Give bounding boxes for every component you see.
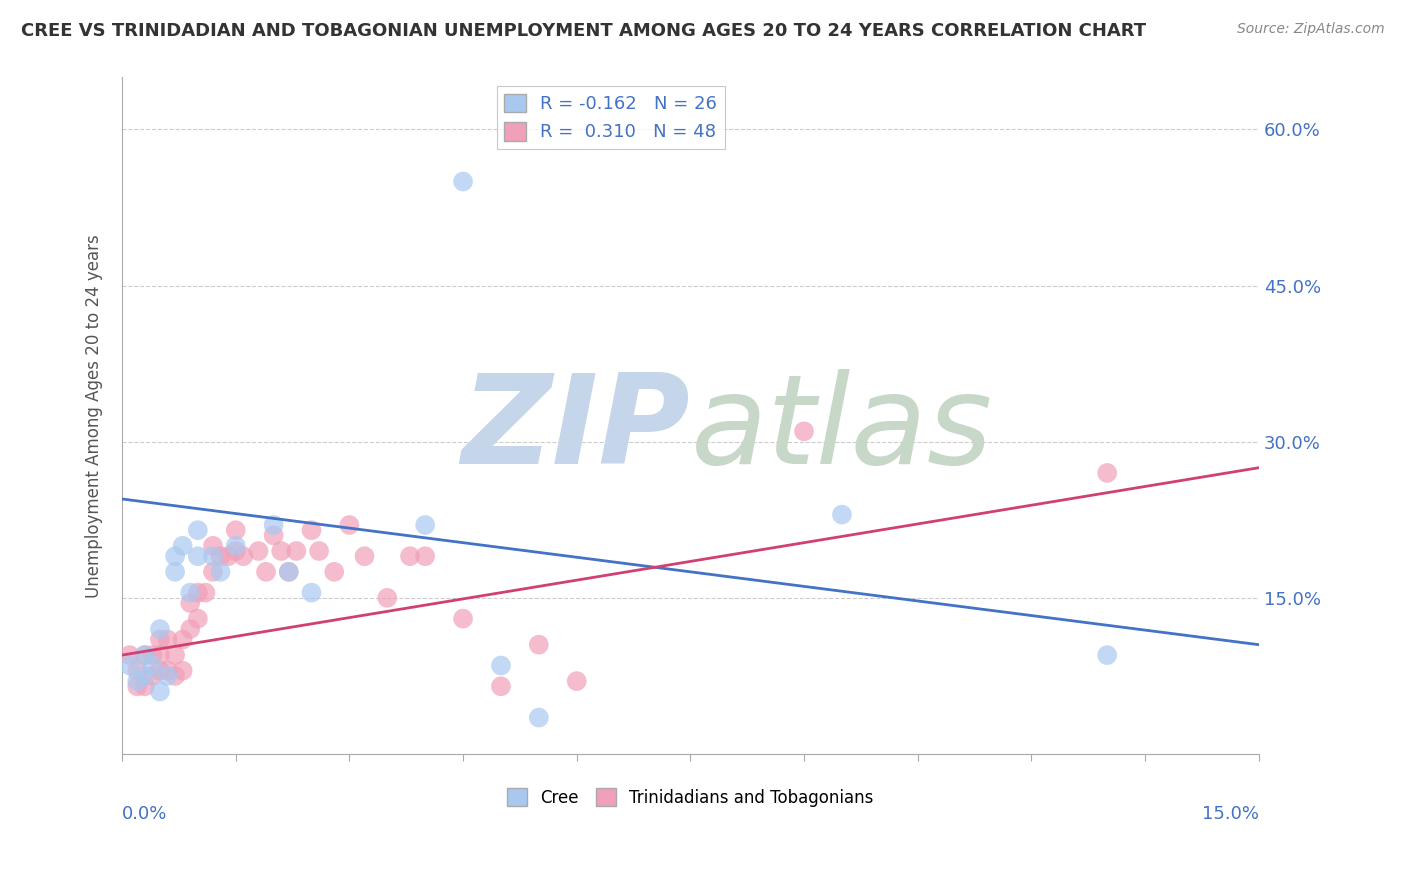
Point <box>225 539 247 553</box>
Point <box>156 669 179 683</box>
Point <box>301 585 323 599</box>
Point <box>337 518 360 533</box>
Point <box>201 539 224 553</box>
Point <box>413 518 436 533</box>
Point <box>118 648 141 662</box>
Point <box>149 648 172 662</box>
Point <box>209 565 232 579</box>
Point <box>793 425 815 439</box>
Point <box>187 549 209 564</box>
Point <box>127 674 149 689</box>
Point <box>413 549 436 564</box>
Point <box>187 612 209 626</box>
Point <box>451 174 474 188</box>
Point <box>156 664 179 678</box>
Point <box>232 549 254 564</box>
Point <box>527 638 550 652</box>
Point <box>489 658 512 673</box>
Point <box>225 523 247 537</box>
Legend: Cree, Trinidadians and Tobagonians: Cree, Trinidadians and Tobagonians <box>501 781 880 814</box>
Point <box>270 544 292 558</box>
Point <box>527 710 550 724</box>
Point <box>451 612 474 626</box>
Point <box>179 622 201 636</box>
Point <box>165 565 187 579</box>
Point <box>831 508 853 522</box>
Point <box>217 549 239 564</box>
Text: 15.0%: 15.0% <box>1202 805 1258 822</box>
Point <box>323 565 346 579</box>
Point <box>165 669 187 683</box>
Point <box>277 565 299 579</box>
Point <box>149 664 172 678</box>
Point <box>1095 466 1118 480</box>
Point <box>254 565 277 579</box>
Text: Source: ZipAtlas.com: Source: ZipAtlas.com <box>1237 22 1385 37</box>
Point <box>172 664 194 678</box>
Point <box>179 596 201 610</box>
Point <box>308 544 330 558</box>
Point <box>141 669 163 683</box>
Point <box>165 648 187 662</box>
Point <box>127 664 149 678</box>
Point <box>375 591 398 605</box>
Point <box>353 549 375 564</box>
Point <box>165 549 187 564</box>
Point <box>247 544 270 558</box>
Point <box>127 679 149 693</box>
Point <box>134 648 156 662</box>
Point <box>149 684 172 698</box>
Point <box>201 565 224 579</box>
Point <box>179 585 201 599</box>
Point <box>156 632 179 647</box>
Point <box>187 523 209 537</box>
Text: ZIP: ZIP <box>461 368 690 490</box>
Point <box>141 648 163 662</box>
Point <box>141 658 163 673</box>
Point <box>134 679 156 693</box>
Point <box>149 622 172 636</box>
Text: 0.0%: 0.0% <box>122 805 167 822</box>
Point <box>263 528 285 542</box>
Point <box>201 549 224 564</box>
Point <box>134 669 156 683</box>
Point <box>187 585 209 599</box>
Y-axis label: Unemployment Among Ages 20 to 24 years: Unemployment Among Ages 20 to 24 years <box>86 234 103 598</box>
Point <box>399 549 422 564</box>
Point <box>565 674 588 689</box>
Point <box>277 565 299 579</box>
Point <box>209 549 232 564</box>
Text: CREE VS TRINIDADIAN AND TOBAGONIAN UNEMPLOYMENT AMONG AGES 20 TO 24 YEARS CORREL: CREE VS TRINIDADIAN AND TOBAGONIAN UNEMP… <box>21 22 1146 40</box>
Text: atlas: atlas <box>690 368 993 490</box>
Point <box>172 632 194 647</box>
Point <box>285 544 308 558</box>
Point <box>263 518 285 533</box>
Point <box>149 632 172 647</box>
Point <box>134 648 156 662</box>
Point <box>118 658 141 673</box>
Point <box>301 523 323 537</box>
Point <box>225 544 247 558</box>
Point <box>194 585 217 599</box>
Point <box>489 679 512 693</box>
Point <box>172 539 194 553</box>
Point <box>1095 648 1118 662</box>
